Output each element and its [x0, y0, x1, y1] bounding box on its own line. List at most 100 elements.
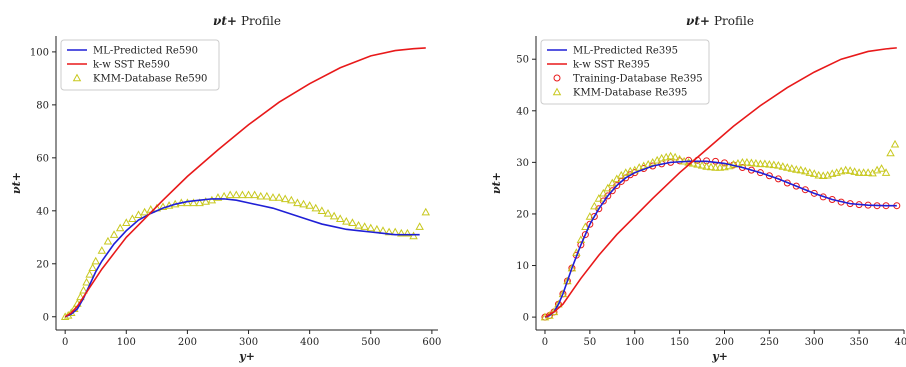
data-point	[567, 263, 577, 272]
data-point	[238, 190, 247, 199]
data-point	[317, 206, 327, 215]
data-point	[577, 241, 585, 249]
series-line	[64, 198, 420, 318]
data-point	[738, 157, 747, 166]
legend-entry: ML-Predicted Re395	[573, 46, 678, 57]
data-point	[563, 276, 572, 285]
data-point	[886, 148, 895, 157]
data-point	[342, 216, 351, 225]
data-point	[845, 166, 855, 174]
x-tick-label: 150	[670, 337, 689, 348]
x-tick-label: 300	[239, 337, 258, 348]
data-point	[747, 158, 756, 167]
legend-swatch	[552, 87, 562, 96]
data-point	[765, 160, 774, 168]
data-point	[305, 201, 314, 209]
data-point	[189, 198, 198, 207]
data-point	[711, 163, 720, 171]
data-point	[769, 160, 779, 169]
x-tick-label: 100	[117, 337, 136, 348]
y-tick-label: 40	[516, 106, 529, 117]
chart-panel-right: νt+ Profile 0 50 100 150 200 250 300 350 400 0 10 20 3…	[490, 14, 906, 363]
y-tick-label: 100	[30, 47, 49, 58]
x-tick-label: 200	[178, 337, 197, 348]
y-tick-label: 0	[43, 312, 49, 323]
data-point	[415, 222, 424, 230]
data-point	[863, 168, 873, 176]
data-point	[232, 190, 241, 199]
data-point	[262, 191, 272, 200]
data-point	[85, 269, 94, 278]
data-point	[783, 163, 792, 171]
data-point	[608, 178, 617, 187]
legend-entry: Training-Database Re395	[573, 74, 703, 85]
y-tick-label: 80	[36, 100, 49, 111]
data-point	[774, 161, 783, 169]
y-tick-label: 50	[516, 55, 529, 66]
data-point	[747, 166, 755, 174]
data-point	[97, 246, 107, 254]
x-tick-label: 0	[62, 337, 68, 348]
data-point	[810, 189, 818, 197]
data-point	[225, 190, 235, 199]
y-tick-label: 20	[516, 209, 529, 220]
data-point	[403, 228, 412, 237]
data-point	[778, 162, 788, 170]
data-point	[409, 231, 418, 240]
data-point	[329, 211, 339, 220]
data-point	[697, 161, 707, 169]
chart-title: νt+ Profile	[213, 14, 281, 28]
data-point	[792, 165, 801, 173]
legend-entry: ML-Predicted Re590	[93, 46, 198, 57]
data-point	[250, 190, 259, 199]
data-point	[348, 218, 357, 226]
data-point	[299, 199, 308, 208]
y-tick-label: 60	[36, 153, 49, 164]
x-tick-label: 400	[300, 337, 319, 348]
data-point	[581, 231, 589, 239]
data-point	[612, 174, 622, 183]
data-point	[244, 190, 253, 199]
data-point	[590, 201, 599, 210]
data-point	[706, 162, 716, 171]
data-point	[287, 195, 296, 204]
x-tick-label: 350	[850, 337, 869, 348]
data-point	[760, 159, 770, 168]
data-point	[818, 171, 828, 179]
chart-title-symbol: νt+	[686, 14, 710, 28]
data-point	[268, 193, 278, 201]
data-point	[774, 175, 782, 183]
data-point	[586, 220, 594, 228]
legend-entry: k-w SST Re590	[93, 60, 170, 71]
data-point	[585, 212, 595, 220]
data-point	[549, 307, 559, 316]
data-point	[702, 162, 711, 170]
x-tick-label: 500	[361, 337, 380, 348]
data-point	[792, 182, 800, 190]
data-point	[109, 230, 119, 238]
data-point	[421, 207, 431, 216]
data-point	[280, 194, 290, 203]
legend-swatch	[553, 74, 561, 82]
x-tick-label: 300	[805, 337, 824, 348]
chart-title-text: Profile	[241, 14, 281, 28]
data-point	[765, 172, 773, 180]
data-point	[814, 170, 823, 179]
data-point	[801, 186, 809, 194]
series-line	[64, 47, 426, 318]
y-tick-label: 10	[516, 261, 529, 272]
data-point	[742, 157, 752, 166]
data-point	[756, 169, 764, 177]
data-point	[360, 222, 369, 230]
data-point	[859, 168, 868, 176]
y-axis-label: νt+	[490, 172, 503, 194]
data-point	[213, 193, 223, 201]
x-axis-label: y+	[238, 350, 255, 363]
legend-box	[60, 39, 220, 91]
data-point	[128, 214, 137, 222]
legend-box	[540, 39, 710, 105]
data-point	[311, 203, 321, 212]
data-point	[890, 139, 900, 148]
data-point	[693, 160, 702, 168]
